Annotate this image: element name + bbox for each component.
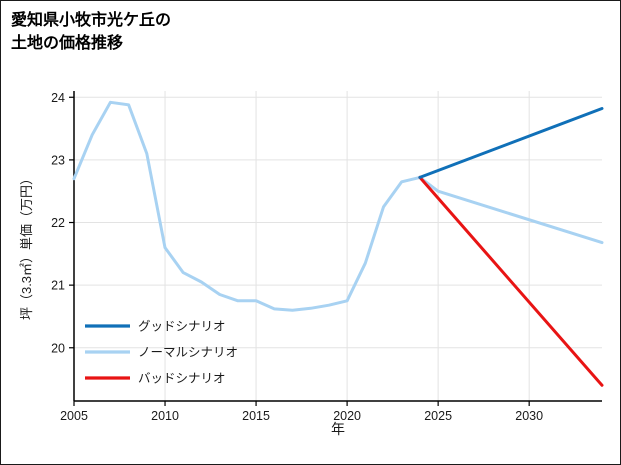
y-tick-label: 23 [51,153,65,167]
legend-label-good: グッドシナリオ [138,320,226,334]
legend-label-normal: ノーマルシナリオ [138,346,238,360]
series-line-good [418,107,604,179]
y-tick-label: 20 [51,341,65,355]
series-line-bad [418,175,604,387]
x-tick-label: 2030 [515,409,543,423]
x-tick-label: 2020 [333,409,361,423]
chart-title: 愛知県小牧市光ケ丘の 土地の価格推移 [11,9,171,55]
y-tick-label: 22 [51,216,65,230]
series-line-normal [72,100,604,312]
x-axis-label: 年 [331,421,345,437]
chart-title-line2: 土地の価格推移 [11,35,124,53]
x-tick-label: 2005 [60,409,88,423]
x-tick-label: 2010 [151,409,179,423]
y-axis-label: 坪（3.3㎡）単価（万円） [19,172,34,320]
x-tick-label: 2015 [242,409,270,423]
chart-title-line1: 愛知県小牧市光ケ丘の [11,12,172,29]
y-tick-label: 24 [51,91,65,105]
legend-label-bad: バッドシナリオ [138,372,226,386]
y-tick-label: 21 [51,279,65,293]
x-tick-label: 2025 [424,409,452,423]
